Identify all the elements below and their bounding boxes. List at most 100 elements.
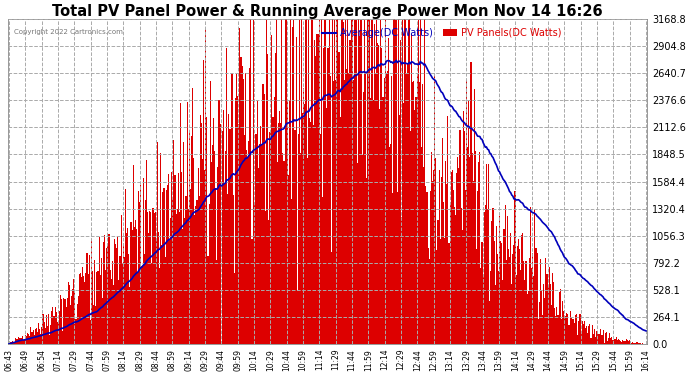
Bar xyxy=(154,213,155,344)
Bar xyxy=(279,111,280,344)
Bar xyxy=(532,253,533,344)
Bar xyxy=(464,131,465,344)
Bar xyxy=(128,254,129,344)
Bar xyxy=(509,257,510,344)
Bar xyxy=(172,199,173,344)
Bar xyxy=(215,188,216,344)
Bar xyxy=(190,189,191,344)
Bar xyxy=(292,27,293,344)
Bar xyxy=(437,220,439,344)
Bar xyxy=(321,19,322,344)
Bar xyxy=(386,74,387,344)
Bar xyxy=(326,108,328,344)
Bar xyxy=(90,320,91,344)
Bar xyxy=(21,336,23,344)
Bar xyxy=(140,185,141,344)
Bar xyxy=(410,131,411,344)
Bar xyxy=(484,212,485,344)
Bar xyxy=(435,158,436,344)
Bar xyxy=(428,259,430,344)
Bar xyxy=(216,260,217,344)
Bar xyxy=(102,298,103,344)
Bar xyxy=(460,208,462,344)
Bar xyxy=(162,192,164,344)
Bar xyxy=(134,227,135,344)
Bar xyxy=(160,153,161,344)
Bar xyxy=(493,241,495,344)
Bar xyxy=(345,19,346,344)
Bar xyxy=(175,214,177,344)
Bar xyxy=(221,131,223,344)
Bar xyxy=(16,339,17,344)
Bar xyxy=(426,192,428,344)
Bar xyxy=(398,19,399,344)
Bar xyxy=(566,313,567,344)
Bar xyxy=(314,40,315,344)
Bar xyxy=(81,277,82,344)
Bar xyxy=(498,271,499,344)
Bar xyxy=(55,307,56,344)
Bar xyxy=(167,185,168,344)
Bar xyxy=(335,80,336,344)
Bar xyxy=(439,170,440,344)
Bar xyxy=(626,339,627,344)
Bar xyxy=(341,19,342,344)
Bar xyxy=(380,19,382,344)
Bar xyxy=(328,19,330,344)
Bar xyxy=(269,132,270,344)
Bar xyxy=(61,299,62,344)
Bar xyxy=(284,19,286,344)
Bar xyxy=(199,196,200,344)
Bar xyxy=(210,162,212,344)
Bar xyxy=(538,319,539,344)
Bar xyxy=(188,209,189,344)
Bar xyxy=(551,304,552,344)
Bar xyxy=(600,329,602,344)
Bar xyxy=(84,282,86,344)
Bar xyxy=(37,332,38,344)
Bar xyxy=(239,28,241,344)
Bar xyxy=(273,97,275,344)
Bar xyxy=(287,100,288,344)
Bar xyxy=(474,89,475,344)
Bar xyxy=(260,126,262,344)
Bar xyxy=(415,97,417,344)
Bar xyxy=(447,117,448,344)
Bar xyxy=(423,167,424,344)
Bar xyxy=(355,19,356,344)
Bar xyxy=(547,286,549,344)
Bar xyxy=(323,48,324,344)
Bar xyxy=(42,314,43,344)
Bar xyxy=(425,186,426,344)
Bar xyxy=(278,123,279,344)
Bar xyxy=(544,298,545,344)
Bar xyxy=(293,19,295,344)
Bar xyxy=(277,162,278,344)
Bar xyxy=(237,96,238,344)
Bar xyxy=(395,19,397,344)
Bar xyxy=(377,43,378,344)
Bar xyxy=(339,117,341,344)
Bar xyxy=(67,298,68,344)
Bar xyxy=(52,308,53,344)
Bar xyxy=(147,212,148,344)
Bar xyxy=(462,230,463,344)
Bar xyxy=(374,24,375,344)
Bar xyxy=(582,321,583,344)
Bar xyxy=(445,161,446,344)
Bar xyxy=(575,315,576,344)
Bar xyxy=(206,117,208,344)
Bar xyxy=(83,276,84,344)
Bar xyxy=(609,333,610,344)
Bar xyxy=(58,323,59,344)
Bar xyxy=(338,53,339,344)
Bar xyxy=(247,156,248,344)
Bar xyxy=(63,298,64,344)
Bar xyxy=(446,184,447,344)
Bar xyxy=(562,301,563,344)
Bar xyxy=(574,322,575,344)
Bar xyxy=(518,239,519,344)
Bar xyxy=(166,190,167,344)
Bar xyxy=(114,239,115,344)
Bar xyxy=(145,200,146,344)
